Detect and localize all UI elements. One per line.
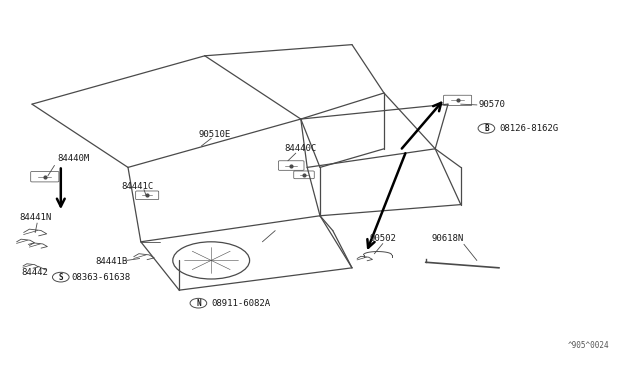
Text: 84442: 84442 [22, 268, 49, 277]
Text: N: N [196, 299, 201, 308]
Text: 90510E: 90510E [198, 130, 230, 139]
Text: 84441N: 84441N [19, 213, 51, 222]
Text: 90502: 90502 [369, 234, 396, 243]
Text: 08911-6082A: 08911-6082A [211, 299, 270, 308]
Text: 90570: 90570 [478, 100, 505, 109]
Text: 90618N: 90618N [432, 234, 464, 243]
Text: 08126-8162G: 08126-8162G [499, 124, 558, 133]
Text: 84440M: 84440M [58, 154, 90, 163]
Text: 84441B: 84441B [96, 257, 128, 266]
Text: S: S [58, 273, 63, 282]
Text: ^905^0024: ^905^0024 [568, 341, 610, 350]
Text: 08363-61638: 08363-61638 [72, 273, 131, 282]
Text: 84440C: 84440C [285, 144, 317, 153]
Text: 84441C: 84441C [122, 182, 154, 190]
Text: B: B [484, 124, 489, 133]
